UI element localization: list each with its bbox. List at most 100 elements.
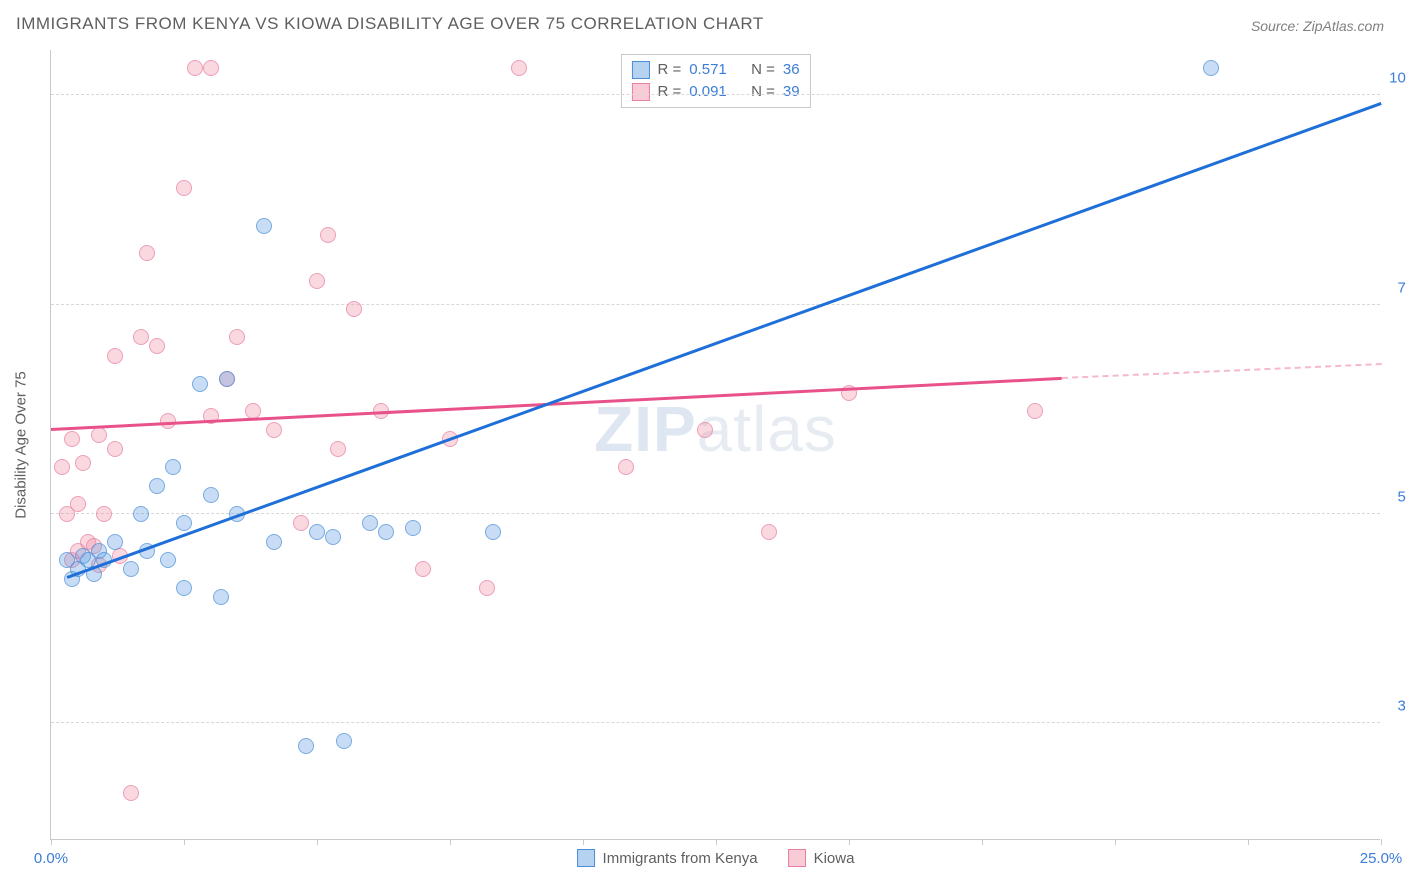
swatch-pink [631,83,649,101]
data-point [229,329,245,345]
n-label: N = [751,81,775,103]
data-point [75,455,91,471]
data-point [54,459,70,475]
x-tick [716,839,717,845]
x-tick [1115,839,1116,845]
data-point [187,60,203,76]
data-point [266,534,282,550]
data-point [176,515,192,531]
data-point [123,561,139,577]
data-point [485,524,501,540]
data-point [64,431,80,447]
r-value: 0.091 [689,81,727,103]
x-tick [849,839,850,845]
gridline [51,513,1380,514]
x-tick [583,839,584,845]
data-point [1027,403,1043,419]
data-point [325,529,341,545]
x-tick [450,839,451,845]
data-point [139,245,155,261]
legend-item-blue: Immigrants from Kenya [577,849,758,867]
data-point [256,218,272,234]
data-point [107,348,123,364]
y-axis-title: Disability Age Over 75 [13,371,30,519]
x-tick [317,839,318,845]
series-legend: Immigrants from Kenya Kiowa [577,849,855,867]
watermark: ZIPatlas [594,392,837,466]
n-label: N = [751,59,775,81]
data-point [149,478,165,494]
swatch-blue [577,849,595,867]
data-point [133,329,149,345]
x-tick-label: 25.0% [1360,850,1403,867]
data-point [336,733,352,749]
data-point [266,422,282,438]
data-point [378,524,394,540]
chart-title: IMMIGRANTS FROM KENYA VS KIOWA DISABILIT… [16,14,764,34]
y-tick-label: 32.5% [1386,697,1406,714]
data-point [618,459,634,475]
data-point [203,60,219,76]
data-point [70,496,86,512]
data-point [362,515,378,531]
data-point [697,422,713,438]
n-value: 36 [783,59,800,81]
data-point [176,580,192,596]
data-point [133,506,149,522]
data-point [293,515,309,531]
legend-row-blue: R = 0.571 N = 36 [631,59,799,81]
data-point [309,524,325,540]
x-tick-label: 0.0% [34,850,68,867]
data-point [123,785,139,801]
data-point [511,60,527,76]
data-point [415,561,431,577]
watermark-bold: ZIP [594,393,697,465]
legend-label: Kiowa [814,850,855,867]
data-point [203,487,219,503]
data-point [1203,60,1219,76]
data-point [192,376,208,392]
plot-area: Disability Age Over 75 ZIPatlas R = 0.57… [50,50,1380,840]
data-point [761,524,777,540]
data-point [149,338,165,354]
x-tick [51,839,52,845]
data-point [330,441,346,457]
r-label: R = [657,81,681,103]
r-value: 0.571 [689,59,727,81]
y-tick-label: 55.0% [1386,488,1406,505]
swatch-blue [631,61,649,79]
n-value: 39 [783,81,800,103]
data-point [91,427,107,443]
data-point [298,738,314,754]
data-point [219,371,235,387]
data-point [107,534,123,550]
gridline [51,304,1380,305]
r-label: R = [657,59,681,81]
data-point [213,589,229,605]
source-attribution: Source: ZipAtlas.com [1251,18,1384,34]
data-point [107,441,123,457]
watermark-rest: atlas [697,393,837,465]
y-tick-label: 100.0% [1386,70,1406,87]
x-tick [184,839,185,845]
data-point [479,580,495,596]
data-point [160,552,176,568]
swatch-pink [788,849,806,867]
data-point [320,227,336,243]
gridline [51,722,1380,723]
data-point [176,180,192,196]
data-point [405,520,421,536]
legend-item-pink: Kiowa [788,849,855,867]
x-tick [1248,839,1249,845]
data-point [346,301,362,317]
data-point [96,506,112,522]
legend-row-pink: R = 0.091 N = 39 [631,81,799,103]
gridline [51,94,1380,95]
trend-line [1062,363,1381,379]
trend-line [67,102,1382,578]
data-point [165,459,181,475]
correlation-legend: R = 0.571 N = 36 R = 0.091 N = 39 [620,54,810,108]
legend-label: Immigrants from Kenya [603,850,758,867]
x-tick [982,839,983,845]
x-tick [1381,839,1382,845]
